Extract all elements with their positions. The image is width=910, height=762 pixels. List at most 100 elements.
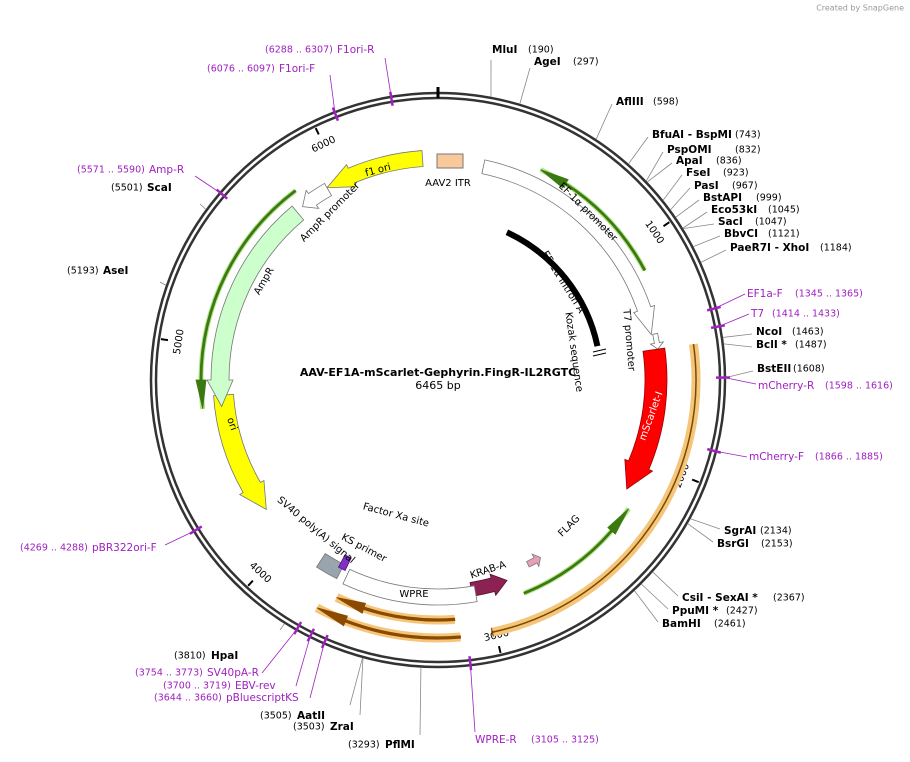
enzyme-name: PaeR7I - XhoI [730,242,809,254]
enzyme-position: (5501) [111,183,143,194]
enzyme-name: BamHI [662,618,701,630]
enzyme-position: (2461) [714,619,746,630]
enzyme-leader [359,658,364,716]
feature-arrow [624,347,668,490]
feature-arrow [523,508,630,595]
primer-name: EF1a-F [747,288,783,300]
tick-label: 5000 [172,328,187,355]
enzyme-leader [628,136,649,165]
credit: Created by SnapGene [816,4,904,13]
enzyme-name: FseI [686,167,710,179]
enzyme-leader [349,657,363,706]
enzyme-position: (832) [735,145,761,156]
primer-name: mCherry-F [749,451,804,463]
primer-name: pBR322ori-F [92,542,157,554]
enzyme-position: (836) [716,156,742,167]
enzyme-name: BbvCI [724,228,758,240]
feature-line [491,343,697,634]
enzyme-position: (3810) [174,651,206,662]
enzyme-leader [647,162,673,183]
enzyme-name: BsrGI [717,538,749,550]
enzyme-name: PflMI [385,739,415,751]
feature-arrow [337,554,352,572]
enzyme-leader [722,333,753,338]
feature-arrow [302,182,333,209]
feature-arrow [491,627,495,637]
enzyme-name: HpaI [211,650,238,662]
feature-label: EF-1α intron A [539,249,586,315]
primer-range: (1598 .. 1616) [825,381,893,392]
enzyme-position: (1184) [820,243,852,254]
enzyme-name: PspOMI [667,144,712,156]
enzyme-name: BstEII [757,363,791,375]
enzyme-leader [652,571,679,597]
enzyme-leader [519,67,531,104]
enzyme-position: (2153) [761,539,793,550]
feature-label: WPRE [399,589,428,600]
enzyme-name: CsiI - SexAI * [682,592,758,604]
enzyme-leader [199,203,207,210]
primer-range: (6076 .. 6097) [207,64,275,75]
primer-leader [295,635,311,687]
feature-label: Kozak sequence [562,311,584,392]
enzyme-name: AseI [103,265,128,277]
enzyme-position: (190) [528,45,554,56]
primer-name: F1ori-F [279,63,315,75]
tick [662,221,670,227]
tick [247,579,254,587]
enzyme-leader [595,103,613,140]
primer-name: Amp-R [149,164,184,176]
tick [314,127,320,135]
enzyme-position: (1608) [793,364,825,375]
primer-name: pBluescriptKS [226,692,299,704]
enzyme-position: (1463) [792,327,824,338]
primer-range: (3105 .. 3125) [531,735,599,746]
enzyme-leader [700,249,727,263]
feature-label: AAV2 ITR [425,178,471,189]
primer-leader [194,175,222,194]
enzyme-name: PpuMI * [672,605,719,617]
primer-mark [706,305,722,312]
enzyme-position: (3293) [348,740,380,751]
feature-arrow [342,568,478,606]
feature-arrow [206,205,305,408]
enzyme-leader [725,370,754,378]
primer-mark [215,188,229,200]
feature-arrow [540,169,647,272]
primer-range: (3754 .. 3773) [135,668,203,679]
enzyme-name: AatII [297,710,325,722]
primer-range: (3700 .. 3719) [163,681,231,692]
primer-name: mCherry-R [758,380,814,392]
enzyme-name: PasI [694,180,719,192]
primer-range: (1866 .. 1885) [815,452,883,463]
enzyme-position: (923) [723,168,749,179]
feature-label: ori [224,416,239,432]
enzyme-position: (967) [732,181,758,192]
enzyme-leader [675,199,700,218]
primer-range: (1414 .. 1433) [772,309,840,320]
enzyme-position: (598) [653,97,679,108]
enzyme-position: (1045) [768,205,800,216]
enzyme-position: (3503) [293,722,325,733]
enzyme-position: (743) [735,130,761,141]
feature-label: FLAG [556,513,582,539]
enzyme-position: (2134) [760,526,792,537]
enzyme-leader [279,623,285,631]
enzyme-name: Eco53kI [711,204,757,216]
feature-label: Factor Xa site [362,501,431,529]
enzyme-leader [690,518,721,530]
primer-range: (6288 .. 6307) [265,45,333,56]
enzyme-leader [682,211,708,229]
primer-name: SV40pA-R [207,667,259,679]
feature-arrow [481,159,655,336]
primer-name: EBV-rev [235,680,276,692]
feature-label: T7 promoter [620,308,637,373]
enzyme-name: SacI [718,216,743,228]
primer-mark [331,107,340,122]
kozak [592,348,607,353]
primer-leader [469,664,476,733]
tick-label: 1000 [642,219,665,246]
enzyme-position: (1487) [795,340,827,351]
enzyme-leader [687,523,714,543]
enzyme-position: (297) [573,57,599,68]
